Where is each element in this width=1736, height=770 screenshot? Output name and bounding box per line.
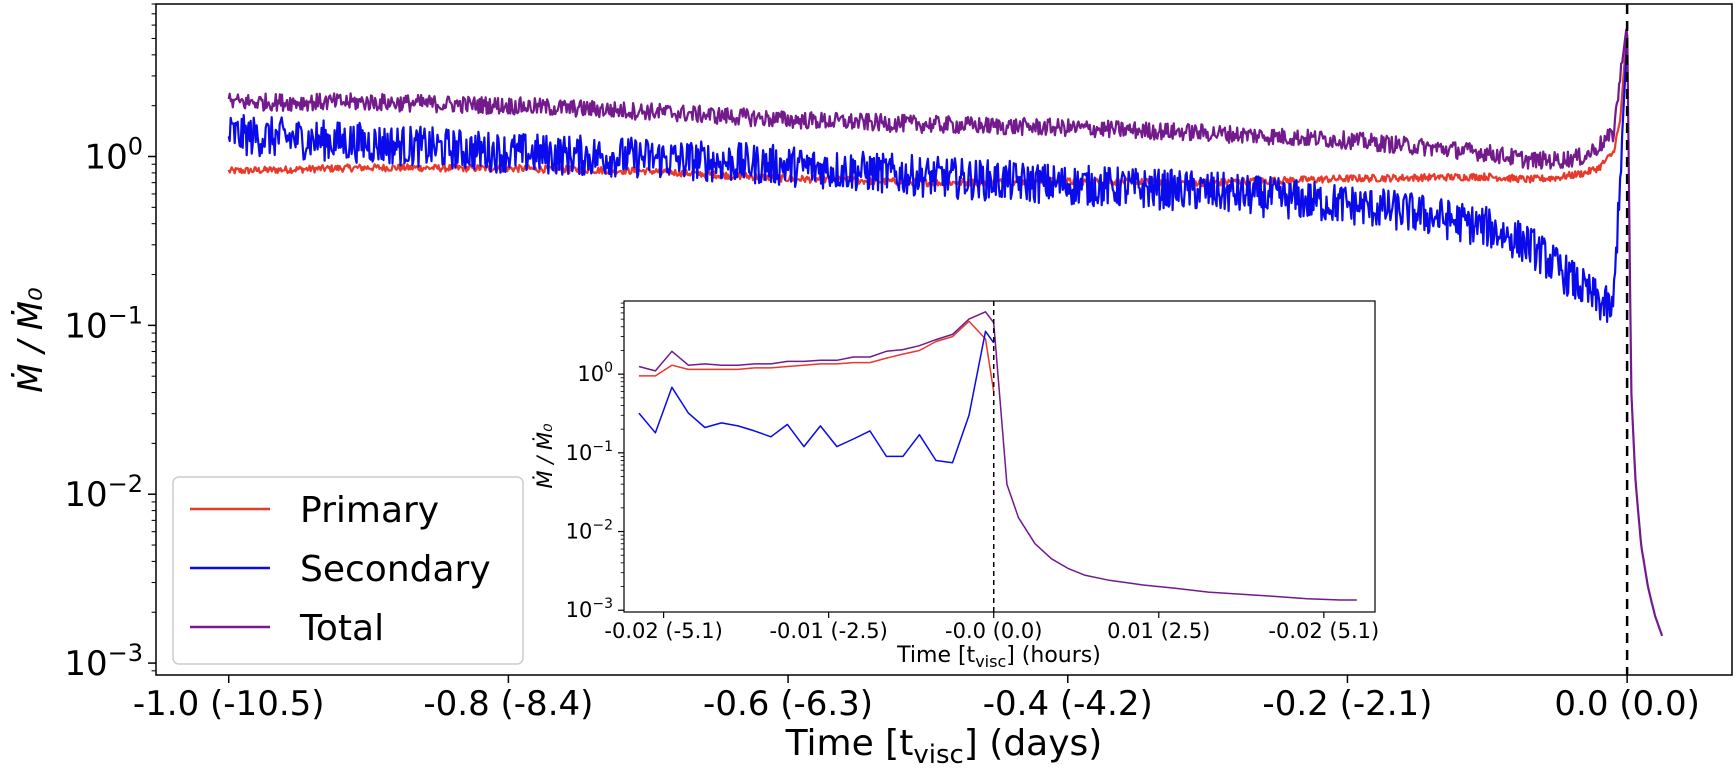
legend-box [172,476,524,665]
inset-series-primary [638,320,995,392]
inset-x-tick-label: -0.02 (5.1) [1268,619,1379,643]
main-y-tick-label: 10−1 [64,301,143,346]
legend-label-secondary: Secondary [300,549,491,590]
inset-chart: -0.02 (-5.1) -0.01 (-2.5) -0.0 (0.0) 0.01 (… [532,300,1379,671]
main-x-axis-label: Time [tvisc] (days) [785,723,1103,770]
inset-series-group [638,311,1357,601]
main-x-tick-label: -0.8 (-8.4) [423,684,593,724]
main-series-secondary [227,38,1629,323]
legend-label-total: Total [299,608,384,649]
inset-x-tick-label: 0.01 (2.5) [1107,619,1210,643]
main-x-tick-label: -0.2 (-2.1) [1262,684,1432,724]
inset-y-axis-label: Ṁ / Ṁ₀ [532,423,557,489]
inset-y-tick-label: 10−1 [566,439,613,465]
inset-series-total [638,311,1357,601]
main-y-tick-label: 100 [84,132,143,177]
main-axes-group: -1.0 (-10.5) -0.8 (-8.4) -0.6 (-6.3) -0.4 (… [64,3,1700,724]
inset-x-tick-label: -0.01 (-2.5) [769,619,887,643]
main-x-tick-label: 0.0 (0.0) [1554,684,1699,724]
inset-plot-frame [623,300,1376,613]
legend-label-primary: Primary [300,490,439,531]
inset-axes-group: -0.02 (-5.1) -0.01 (-2.5) -0.0 (0.0) 0.01 (… [566,301,1379,643]
legend: Primary Secondary Total [172,476,524,665]
main-plot-frame [155,3,1733,676]
main-series-total [227,28,1664,637]
main-x-tick-label: -0.6 (-6.3) [703,684,873,724]
main-x-tick-label: -0.4 (-4.2) [983,684,1153,724]
inset-y-tick-label: 10−3 [566,596,613,622]
main-x-tick-label: -1.0 (-10.5) [133,684,325,724]
inset-x-tick-label: -0.0 (0.0) [945,619,1042,643]
main-y-tick-label: 10−2 [64,470,143,515]
main-y-tick-label: 10−3 [64,639,143,684]
inset-y-tick-label: 100 [577,360,613,386]
inset-series-secondary [638,330,995,464]
inset-x-tick-label: -0.02 (-5.1) [604,619,722,643]
inset-x-axis-label: Time [tvisc] (hours) [896,643,1101,671]
main-series-primary [227,27,1629,188]
inset-y-tick-label: 10−2 [566,518,613,544]
main-series-group [227,27,1664,637]
main-y-axis-label: Ṁ / Ṁ₀ [11,287,51,393]
